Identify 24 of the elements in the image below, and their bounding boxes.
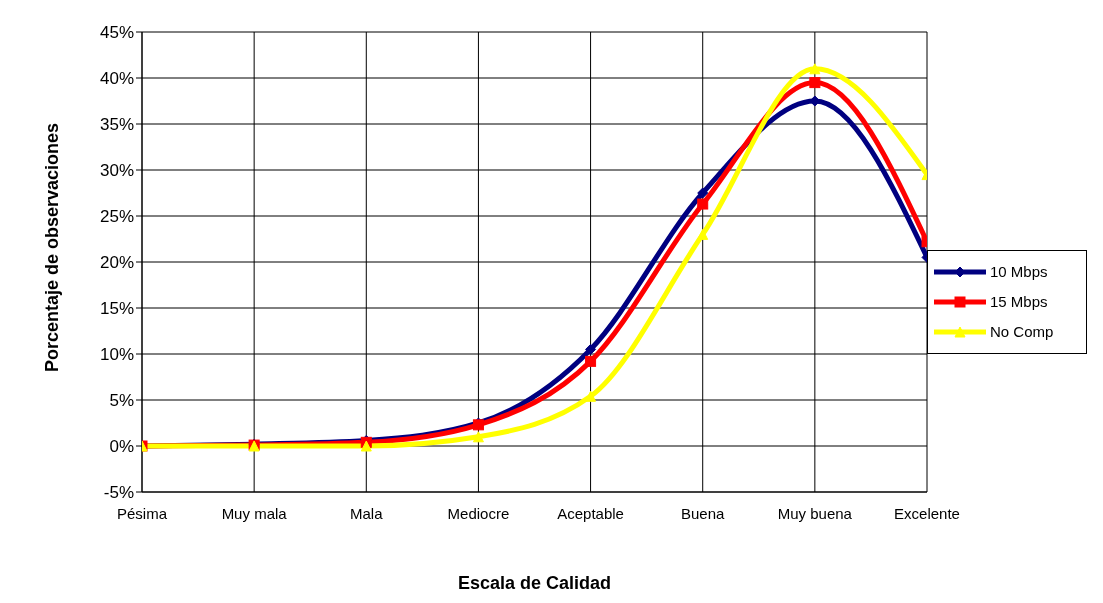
y-tick-label: 10% (99, 345, 134, 365)
x-tick-label: Muy buena (777, 504, 853, 522)
y-tick-label: 30% (99, 161, 134, 181)
y-tick-label: -5% (103, 483, 134, 503)
y-tick-label: 25% (99, 207, 134, 227)
y-tick-label: 40% (99, 69, 134, 89)
y-tick-label: 0% (109, 437, 134, 457)
y-tick-label: 35% (99, 115, 134, 135)
y-tick-label: 15% (99, 299, 134, 319)
y-tick-label: 20% (99, 253, 134, 273)
legend-label: 15 Mbps (990, 293, 1048, 310)
x-tick-label: Pésima (116, 504, 168, 522)
y-tick-label: 5% (109, 391, 134, 411)
x-tick-label: Muy mala (221, 504, 288, 522)
y-tick-label: 45% (99, 23, 134, 43)
x-tick-label: Mala (350, 504, 384, 522)
x-tick-label: Mediocre (447, 504, 510, 522)
legend-label: No Comp (990, 323, 1054, 340)
x-tick-label: Excelente (894, 504, 960, 522)
x-tick-label: Buena (681, 504, 726, 522)
x-axis-title: Escala de Calidad (457, 573, 612, 593)
y-axis-title: Porcentaje de observaciones (42, 122, 63, 372)
legend-label: 10 Mbps (990, 263, 1048, 280)
x-tick-label: Aceptable (557, 504, 624, 522)
